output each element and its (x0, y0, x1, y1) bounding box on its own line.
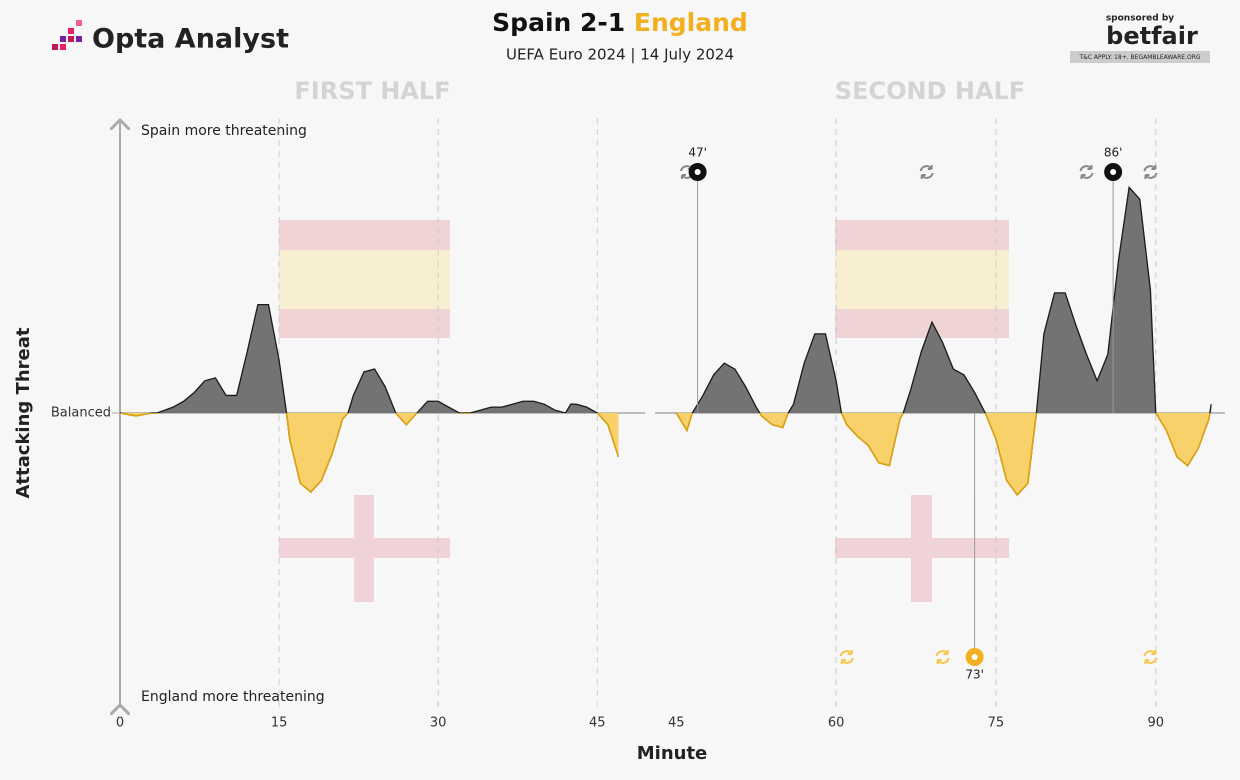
sub-arrow (1079, 165, 1094, 179)
flags (279, 220, 1009, 602)
positive-area (120, 304, 619, 413)
title-home: Spain 2-1 (492, 8, 625, 37)
subtitle: UEFA Euro 2024 | 14 July 2024 (506, 46, 734, 64)
x-tick-label: 60 (828, 716, 845, 731)
x-tick-label: 30 (430, 716, 447, 731)
sub-arrow (839, 650, 854, 664)
sponsor-top: sponsored by (1106, 14, 1174, 24)
sponsor: betfair (1106, 22, 1198, 50)
x-tick-label: 15 (271, 716, 288, 731)
substitution (1143, 650, 1158, 664)
bottom-note: England more threatening (141, 689, 325, 705)
x-tick-label: 75 (988, 716, 1005, 731)
sponsor-bar (1070, 51, 1210, 63)
goal-label: 47' (688, 146, 707, 160)
goal-ball-center (971, 654, 978, 660)
substitution (839, 650, 854, 664)
substitution (1143, 165, 1158, 179)
x-tick-label: 45 (668, 716, 685, 731)
x-tick-label: 0 (116, 716, 124, 731)
x-axis-label: Minute (637, 743, 708, 764)
sub-arrow (1143, 165, 1158, 179)
title-away: England (634, 8, 748, 37)
logo (52, 20, 82, 50)
threat-line (119, 303, 620, 494)
x-tick-label: 45 (589, 716, 606, 731)
substitution (1079, 165, 1094, 179)
title: Spain 2-1 England (492, 8, 748, 37)
sponsor-note: T&C APPLY. 18+. BEGAMBLEAWARE.ORG (1078, 54, 1200, 61)
y-tick-label: Balanced (51, 406, 111, 421)
goal-ball-center (694, 169, 701, 175)
x-tick-label: 90 (1147, 716, 1164, 731)
goal-label: 86' (1104, 146, 1123, 160)
substitution (919, 165, 934, 179)
panel-title: FIRST HALF (294, 77, 450, 105)
y-axis-label: Attacking Threat (13, 327, 34, 498)
positive-area (676, 187, 1212, 413)
sub-arrow (1143, 650, 1158, 664)
top-note: Spain more threatening (141, 123, 307, 139)
logo-text: Opta Analyst (92, 24, 289, 55)
sub-arrow (919, 165, 934, 179)
goal-ball-center (1110, 169, 1117, 175)
negative-edge (675, 413, 1211, 497)
panel-title: SECOND HALF (835, 77, 1025, 105)
sub-arrow (935, 650, 950, 664)
substitution (935, 650, 950, 664)
goal-label: 73' (965, 668, 984, 682)
